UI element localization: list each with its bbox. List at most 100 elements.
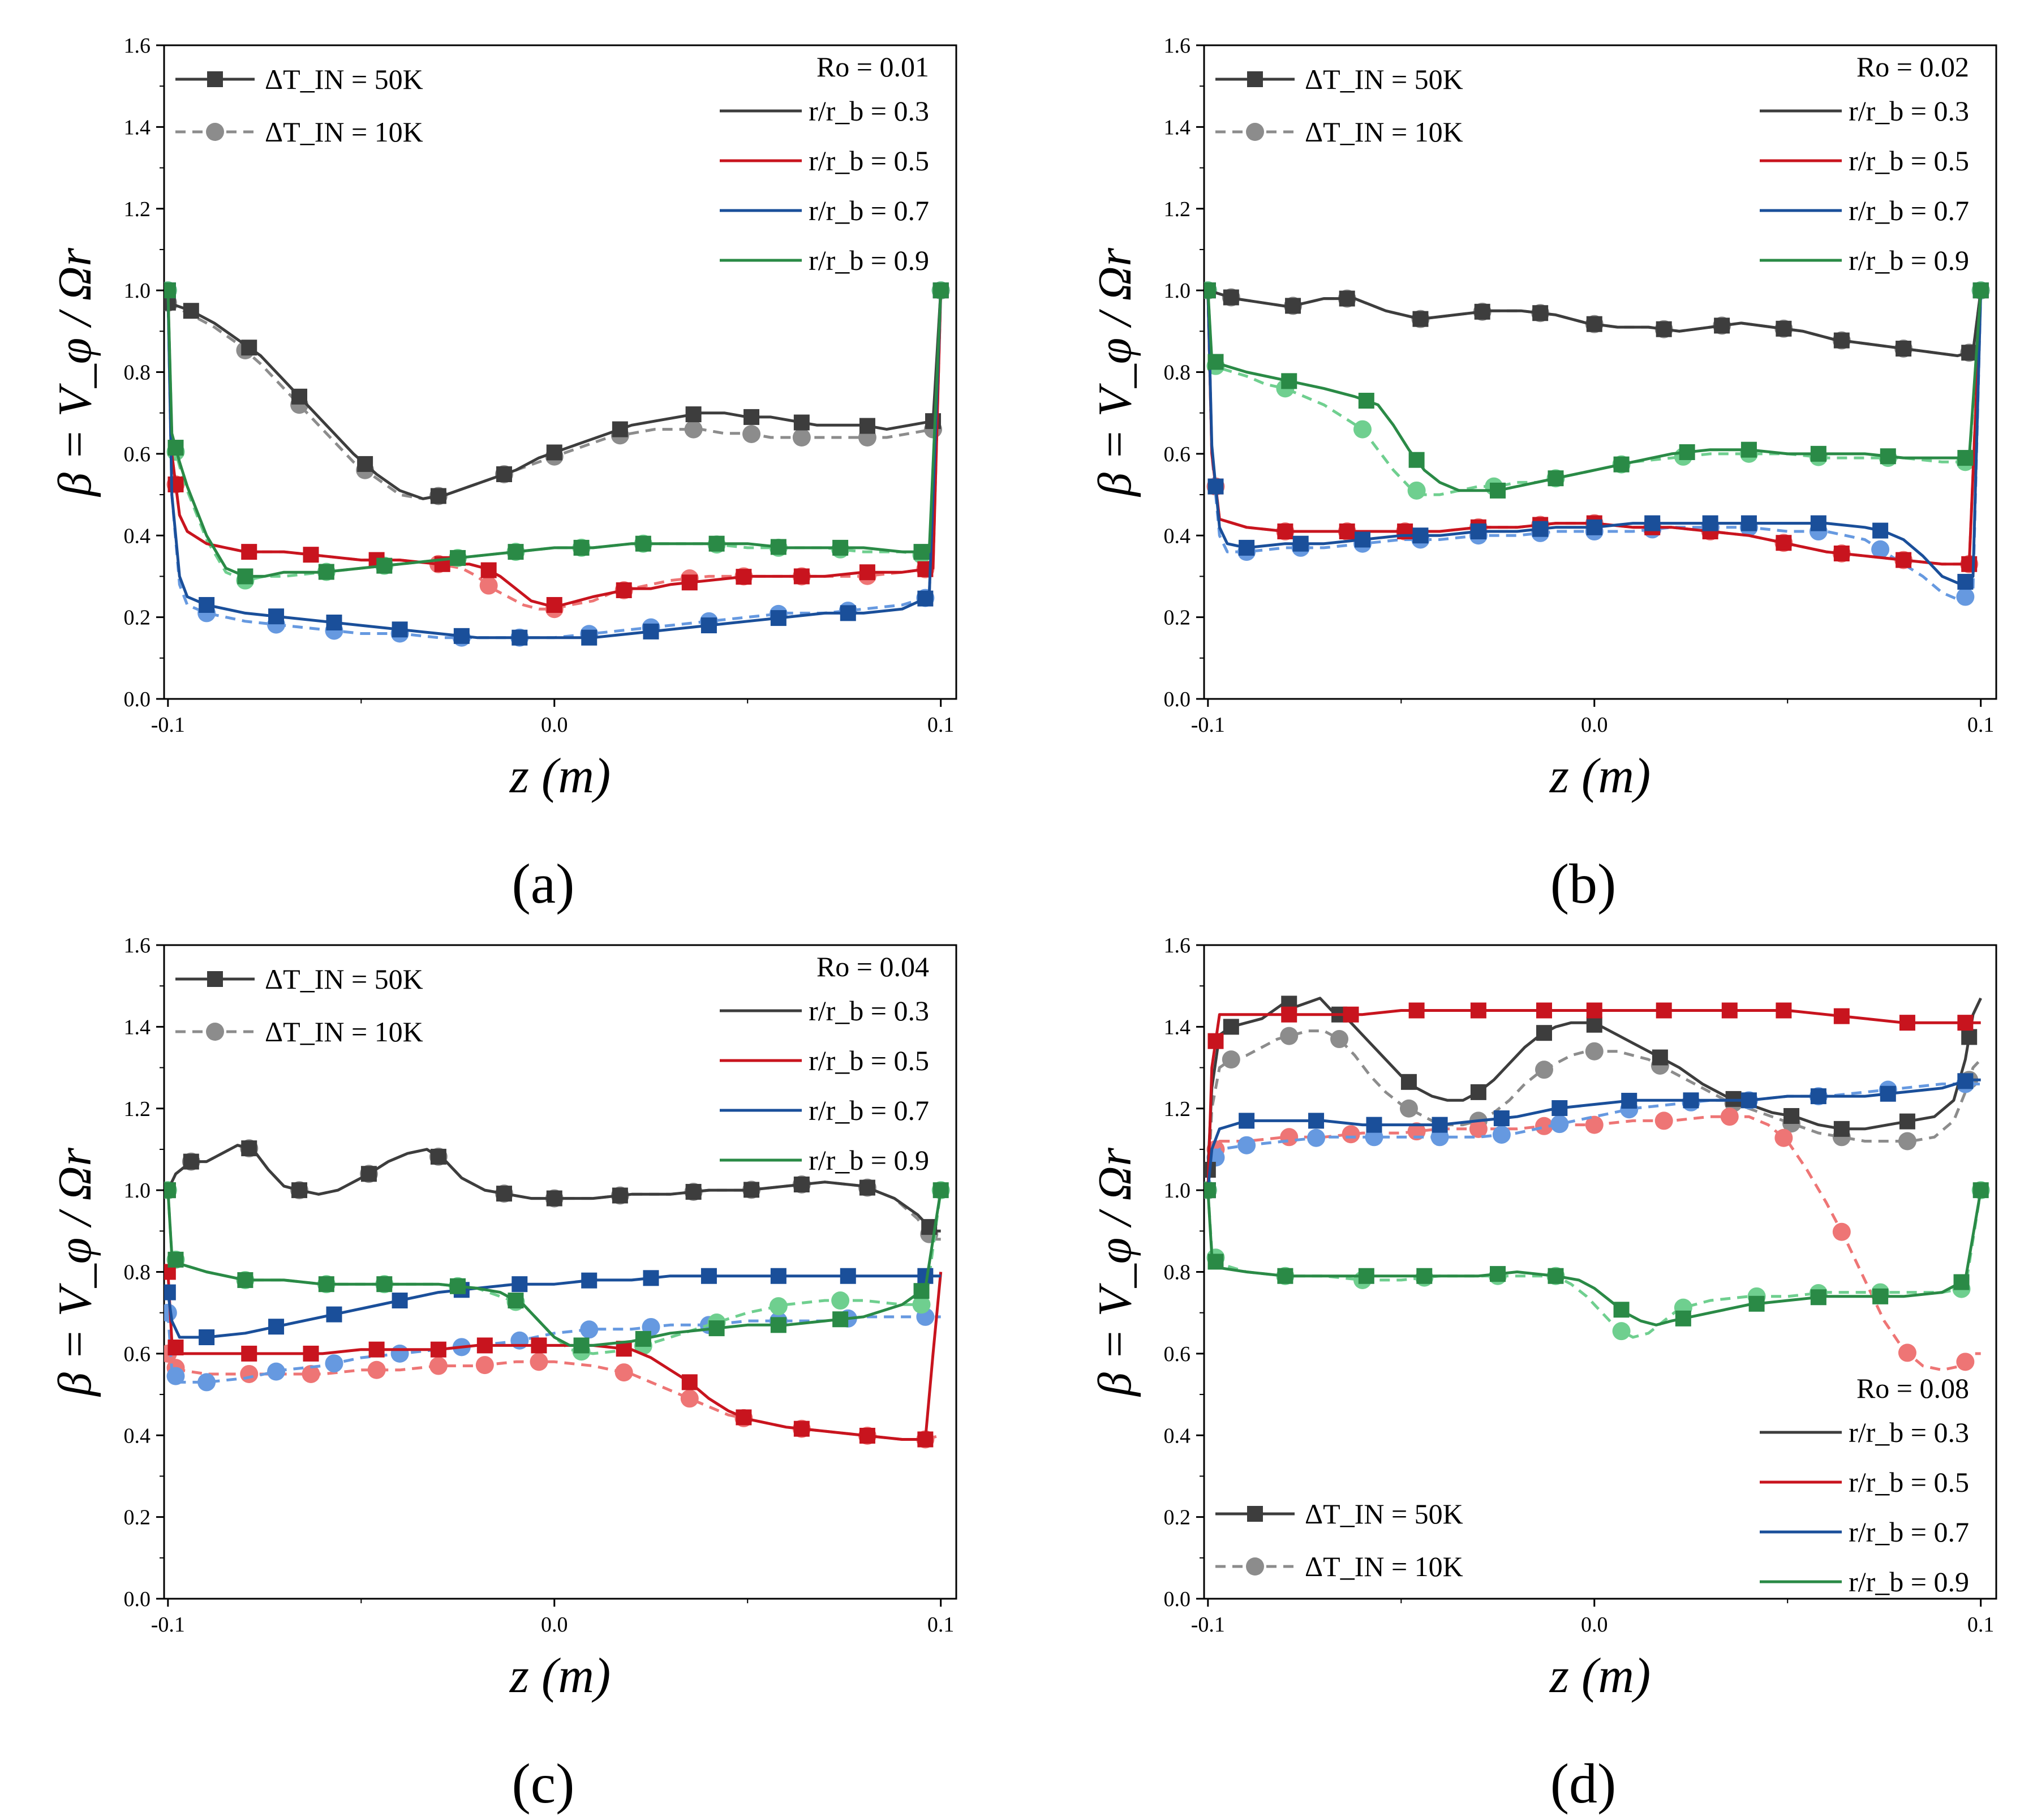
legend-label-10K: ΔT_IN = 10K: [1305, 1551, 1463, 1582]
square-marker: [635, 1330, 651, 1347]
square-marker: [326, 1306, 342, 1323]
square-marker: [1714, 317, 1730, 334]
square-marker: [770, 539, 786, 555]
square-marker: [700, 1268, 717, 1284]
circle-marker: [1280, 1027, 1299, 1045]
square-marker: [859, 564, 875, 581]
plot-area: [164, 1139, 950, 1449]
square-marker: [357, 456, 373, 472]
series-rrb05-10K: [164, 1344, 942, 1449]
x-tick-label: 0.1: [927, 1613, 955, 1637]
legend-series-label: r/r_b = 0.3: [1849, 1416, 1969, 1448]
square-marker: [1339, 290, 1355, 307]
square-marker: [512, 1276, 528, 1293]
circle-marker: [1330, 1030, 1349, 1049]
series-line: [1207, 289, 1983, 358]
legend-series-label: r/r_b = 0.3: [809, 995, 929, 1027]
circle-marker: [1774, 1128, 1793, 1147]
circle-marker: [1237, 1136, 1256, 1154]
square-marker: [612, 1187, 628, 1204]
circle-marker: [1353, 420, 1372, 439]
series-rrb03-50K: [1204, 282, 1989, 361]
y-tick-label: 1.2: [124, 198, 151, 221]
circle-marker: [1612, 1322, 1631, 1341]
square-marker: [1740, 515, 1757, 531]
square-marker: [546, 444, 562, 461]
square-marker: [183, 1153, 199, 1170]
square-marker: [1408, 1002, 1425, 1019]
square-marker: [167, 440, 184, 456]
square-marker: [1408, 452, 1425, 468]
square-marker: [1683, 1092, 1699, 1109]
square-marker: [932, 282, 949, 299]
x-axis-label: z (m): [509, 1649, 611, 1703]
circle-marker: [325, 1354, 343, 1373]
legend: ΔT_IN = 50K ΔT_IN = 10K Ro = 0.08 r/r_b = 0…: [1215, 1372, 1969, 1598]
square-marker: [1490, 1266, 1506, 1282]
circle-marker: [1720, 1108, 1739, 1126]
circle-marker: [429, 1357, 448, 1375]
square-marker: [1532, 305, 1549, 321]
x-axis-label: z (m): [1549, 749, 1651, 804]
y-tick-label: 0.8: [1164, 1261, 1191, 1285]
square-marker: [1586, 1016, 1602, 1033]
legend-series-label: r/r_b = 0.9: [1849, 1566, 1969, 1598]
square-marker: [793, 414, 810, 431]
square-marker: [685, 1184, 702, 1200]
square-marker: [1292, 535, 1309, 552]
square-marker: [700, 617, 717, 634]
square-marker: [546, 1190, 562, 1207]
square-marker: [793, 1420, 810, 1437]
legend-series-label: r/r_b = 0.3: [809, 95, 929, 127]
legend-label-50K: ΔT_IN = 50K: [1305, 63, 1463, 95]
circle-marker: [475, 1356, 494, 1375]
square-marker: [199, 1329, 215, 1345]
square-marker: [1810, 515, 1826, 531]
square-marker: [241, 544, 257, 560]
legend-series-label: r/r_b = 0.5: [809, 1045, 929, 1076]
square-marker: [1776, 320, 1792, 337]
square-marker: [1613, 1302, 1630, 1318]
square-marker: [376, 557, 393, 574]
square-marker: [793, 1177, 810, 1193]
circle-marker: [1280, 1128, 1299, 1147]
square-marker: [1721, 1002, 1738, 1019]
series-line: [167, 290, 943, 500]
series-rrb07-50K: [1204, 282, 1989, 590]
square-marker: [1899, 1113, 1915, 1130]
series-rrb05-50K: [1204, 1002, 1981, 1199]
square-marker: [1675, 1310, 1691, 1327]
series-line: [1206, 1190, 1983, 1327]
square-marker: [1872, 522, 1889, 539]
square-marker: [508, 1293, 524, 1309]
series-rrb09-50K: [164, 1182, 949, 1354]
y-tick-label: 0.6: [124, 443, 151, 466]
legend-series-label: r/r_b = 0.5: [1849, 1466, 1969, 1498]
square-marker: [291, 1182, 308, 1199]
square-marker: [1740, 441, 1757, 458]
square-marker: [1358, 1268, 1374, 1284]
square-marker: [581, 629, 598, 646]
square-marker: [859, 1179, 875, 1196]
y-tick-label: 0.2: [124, 1506, 151, 1530]
panel-caption: (a): [512, 852, 575, 915]
square-marker: [1621, 1093, 1638, 1109]
legend-label-10K: ΔT_IN = 10K: [265, 116, 423, 148]
circle-marker: [1399, 1099, 1418, 1118]
series-line: [166, 1274, 941, 1339]
circle-marker: [1307, 1128, 1326, 1147]
legend-series-label: r/r_b = 0.7: [1849, 1516, 1969, 1548]
x-tick-label: -0.1: [1191, 713, 1225, 737]
circle-marker: [769, 1297, 788, 1316]
legend-label-10K: ΔT_IN = 10K: [1305, 116, 1463, 148]
square-marker: [1776, 1002, 1792, 1019]
chart-panel-3: 0.00.20.40.60.81.01.21.41.6-0.1 0.0 0.1z (…: [49, 934, 957, 1815]
square-marker: [1776, 535, 1792, 551]
square-marker: [164, 1284, 176, 1300]
square-marker: [1223, 289, 1239, 306]
y-tick-label: 0.6: [1164, 443, 1191, 466]
legend-circle-marker: [1246, 1557, 1264, 1576]
square-marker: [770, 610, 786, 626]
y-tick-label: 0.6: [1164, 1342, 1191, 1366]
circle-marker: [390, 1344, 409, 1363]
